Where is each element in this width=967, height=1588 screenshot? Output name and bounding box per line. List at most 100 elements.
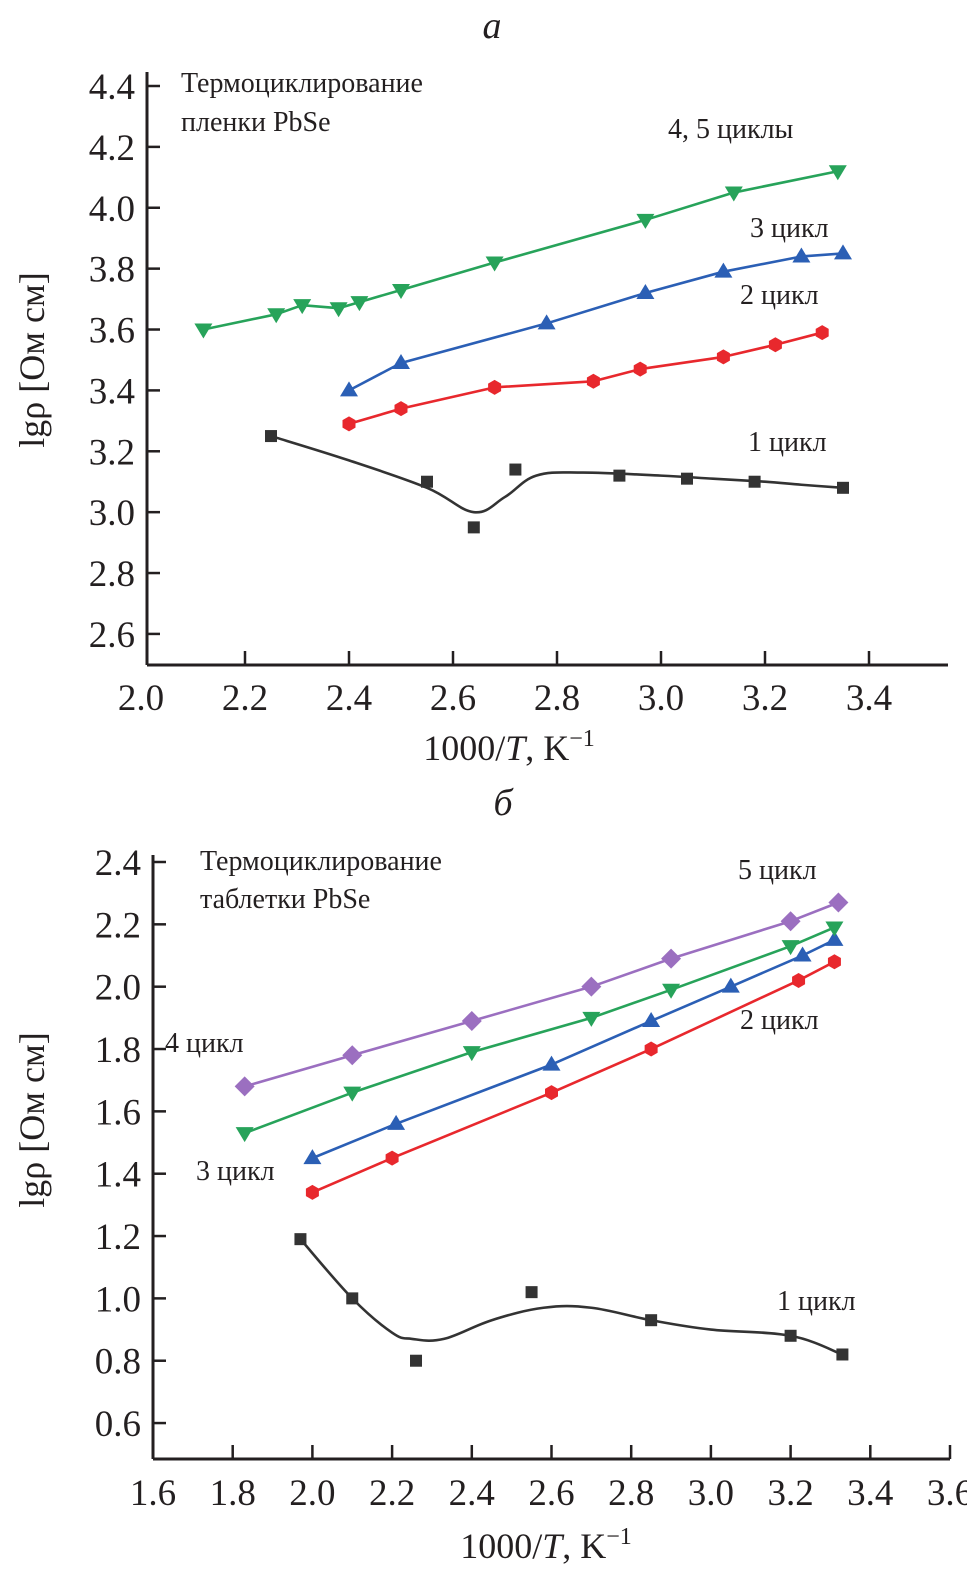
chart-title-b: Термоциклирование таблетки PbSe	[200, 846, 442, 915]
data-point-a-series-3	[834, 244, 852, 260]
series-lines-b	[243, 901, 844, 1356]
series-markers-b-series-3	[303, 930, 844, 1165]
data-point-a-series-1	[265, 430, 277, 443]
x-axis-title-b-suffix: , K	[562, 1526, 606, 1566]
data-point-a-series-3	[392, 354, 410, 370]
series-label-b-cycle-4: 4 цикл	[165, 1028, 244, 1059]
data-point-a-series-3	[714, 262, 733, 278]
series-markers-a-series-4	[194, 165, 847, 339]
series-markers-b	[234, 892, 849, 1367]
y-tick-label-a: 2.6	[89, 615, 135, 656]
data-point-a-series-3	[792, 247, 811, 263]
series-labels-a: 4, 5 циклы 3 цикл 2 цикл 1 цикл	[668, 114, 829, 458]
x-tick-label-a: 2.0	[118, 678, 164, 719]
series-line-b-series-5	[243, 901, 840, 1088]
x-tick-label-a: 2.2	[222, 678, 268, 719]
data-point-a-series-4	[267, 308, 286, 324]
data-point-a-series-1	[613, 469, 626, 482]
axes-a: 2.6 2.8 3.0 3.2 3.4 3.6 3.8 4.0 4.2 4.4 2.0 2.2 2.4 2…	[89, 67, 948, 719]
y-tick-label-b: 0.6	[95, 1404, 141, 1445]
series-line-b-series-1	[299, 1237, 844, 1356]
chart-title-a-line1: Термоциклирование	[181, 68, 423, 99]
data-point-b-series-1	[525, 1286, 538, 1299]
y-tick-label-b: 2.2	[95, 905, 141, 946]
chart-title-a: Термоциклирование пленки PbSe	[181, 68, 423, 138]
data-point-b-series-3	[542, 1055, 561, 1071]
y-tick-label-b: 1.8	[95, 1030, 141, 1071]
y-tick-label-b: 0.8	[95, 1342, 141, 1383]
data-point-b-series-2	[792, 972, 806, 988]
data-point-a-series-2	[815, 325, 829, 341]
series-label-a-cycles-4-5: 4, 5 циклы	[668, 114, 794, 145]
x-tick-label-a: 3.2	[742, 678, 788, 719]
data-point-b-series-1	[836, 1348, 849, 1361]
data-point-a-series-2	[716, 349, 730, 365]
series-markers-b-series-1	[294, 1233, 849, 1367]
series-markers-b-series-5	[234, 892, 849, 1097]
y-tick-label-a: 4.2	[89, 128, 135, 169]
y-tick-label-b: 2.4	[95, 843, 141, 884]
data-point-a-series-4	[828, 165, 847, 181]
y-tick-label-a: 3.4	[89, 371, 135, 412]
data-point-b-series-1	[784, 1329, 797, 1342]
series-markers-a-series-3	[340, 244, 852, 397]
y-tick-label-a: 2.8	[89, 554, 135, 595]
series-label-a-cycle-1: 1 цикл	[748, 427, 827, 458]
y-tick-label-a: 3.0	[89, 493, 135, 534]
x-axis-title-b-sup: −1	[606, 1524, 632, 1550]
data-point-b-series-3	[793, 946, 812, 962]
data-point-b-series-4	[582, 1011, 601, 1027]
y-axis-title-b-text: lgρ [Ом см]	[12, 1032, 52, 1207]
data-point-b-series-4	[662, 983, 681, 999]
data-point-a-series-2	[488, 379, 502, 395]
y-axis-title-b: lgρ [Ом см]	[12, 1032, 52, 1207]
y-tick-label-a: 4.0	[89, 189, 135, 230]
series-label-b-cycle-1: 1 цикл	[777, 1286, 856, 1317]
x-axis-title-a: 1000/T, K−1	[423, 726, 595, 768]
data-point-b-series-5	[661, 948, 682, 969]
series-line-a-series-2	[347, 331, 824, 426]
series-markers-a	[194, 165, 852, 534]
x-tick-label-a: 2.4	[326, 678, 372, 719]
x-tick-label-b: 2.4	[449, 1473, 495, 1514]
x-axis-title-b-prefix: 1000/	[460, 1526, 542, 1566]
data-point-b-series-2	[305, 1184, 319, 1200]
series-markers-a-series-2	[342, 325, 829, 432]
y-tick-label-b: 1.6	[95, 1092, 141, 1133]
data-point-a-series-2	[586, 373, 600, 389]
y-tick-label-a: 3.2	[89, 432, 135, 473]
y-tick-label-b: 1.0	[95, 1279, 141, 1320]
data-point-b-series-2	[827, 954, 841, 970]
data-point-a-series-4	[392, 283, 410, 299]
panel-letter-b: б	[493, 782, 514, 824]
chart-title-b-line1: Термоциклирование	[200, 846, 442, 877]
data-point-b-series-4	[825, 921, 844, 937]
x-tick-label-b: 2.6	[528, 1473, 574, 1514]
y-tick-label-b: 1.4	[95, 1155, 141, 1196]
data-point-b-series-2	[545, 1085, 558, 1101]
x-tick-label-b: 3.6	[927, 1473, 967, 1514]
data-point-a-series-1	[748, 475, 761, 488]
series-label-b-cycle-2: 2 цикл	[740, 1005, 819, 1036]
data-point-a-series-4	[293, 299, 312, 315]
data-point-a-series-1	[421, 475, 433, 488]
x-tick-label-b: 3.0	[688, 1473, 734, 1514]
x-tick-label-b: 2.0	[289, 1473, 335, 1514]
data-point-b-series-3	[387, 1114, 406, 1130]
data-point-b-series-1	[294, 1233, 307, 1246]
data-point-b-series-2	[644, 1041, 658, 1057]
data-point-b-series-4	[235, 1127, 254, 1143]
x-tick-label-b: 2.8	[608, 1473, 654, 1514]
data-point-a-series-4	[724, 186, 743, 202]
x-axis-title-a-sup: −1	[569, 726, 595, 752]
x-axis-title-a-suffix: , K	[525, 728, 569, 768]
data-point-a-series-2	[633, 361, 647, 377]
data-point-a-series-2	[394, 401, 408, 417]
x-tick-label-b: 3.4	[847, 1473, 893, 1514]
data-point-b-series-1	[410, 1354, 423, 1367]
data-point-b-series-5	[828, 892, 849, 913]
y-axis-title-a-text: lgρ [Ом см]	[12, 272, 52, 447]
data-point-b-series-4	[343, 1086, 362, 1102]
x-tick-label-a: 2.6	[430, 678, 476, 719]
